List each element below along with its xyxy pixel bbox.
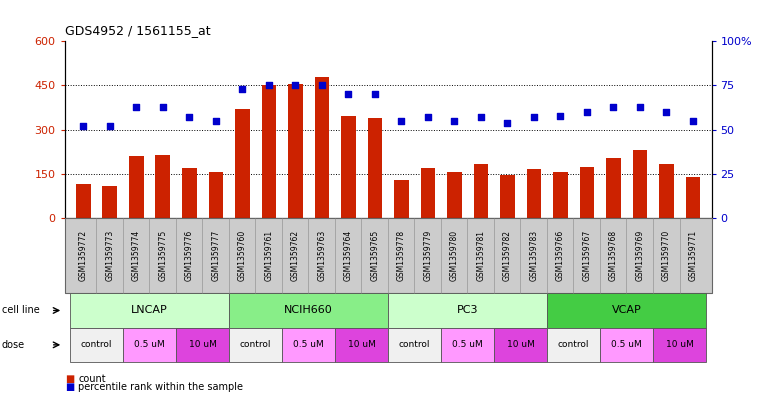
Text: PC3: PC3 bbox=[457, 305, 479, 316]
Point bbox=[475, 114, 487, 120]
Point bbox=[263, 82, 275, 88]
Point bbox=[581, 109, 593, 115]
Text: GSM1359776: GSM1359776 bbox=[185, 230, 194, 281]
Point bbox=[395, 118, 407, 124]
Point bbox=[316, 82, 328, 88]
Text: GSM1359765: GSM1359765 bbox=[371, 230, 379, 281]
Text: GSM1359768: GSM1359768 bbox=[609, 230, 618, 281]
Text: cell line: cell line bbox=[2, 305, 40, 316]
Bar bbox=[341, 116, 355, 218]
Point bbox=[369, 91, 381, 97]
Text: percentile rank within the sample: percentile rank within the sample bbox=[78, 382, 244, 392]
Text: GSM1359769: GSM1359769 bbox=[635, 230, 645, 281]
Text: GSM1359764: GSM1359764 bbox=[344, 230, 353, 281]
Text: GSM1359777: GSM1359777 bbox=[212, 230, 220, 281]
Bar bbox=[500, 175, 514, 218]
Text: GSM1359761: GSM1359761 bbox=[264, 230, 273, 281]
Text: count: count bbox=[78, 374, 106, 384]
Text: LNCAP: LNCAP bbox=[131, 305, 168, 316]
Bar bbox=[288, 84, 303, 218]
Point bbox=[103, 123, 116, 129]
Text: 0.5 uM: 0.5 uM bbox=[293, 340, 324, 349]
Bar bbox=[447, 173, 462, 218]
Bar bbox=[235, 109, 250, 218]
Bar bbox=[686, 177, 700, 218]
Point bbox=[289, 82, 301, 88]
Text: GDS4952 / 1561155_at: GDS4952 / 1561155_at bbox=[65, 24, 210, 37]
Bar bbox=[314, 77, 329, 218]
Text: GSM1359767: GSM1359767 bbox=[582, 230, 591, 281]
Point bbox=[554, 112, 566, 119]
Text: GSM1359762: GSM1359762 bbox=[291, 230, 300, 281]
Bar bbox=[659, 163, 673, 218]
Text: GSM1359766: GSM1359766 bbox=[556, 230, 565, 281]
Bar bbox=[182, 168, 196, 218]
Point bbox=[77, 123, 89, 129]
Text: GSM1359760: GSM1359760 bbox=[237, 230, 247, 281]
Bar bbox=[580, 167, 594, 218]
Text: 0.5 uM: 0.5 uM bbox=[611, 340, 642, 349]
Text: 0.5 uM: 0.5 uM bbox=[452, 340, 483, 349]
Bar bbox=[394, 180, 409, 218]
Point bbox=[687, 118, 699, 124]
Text: GSM1359771: GSM1359771 bbox=[689, 230, 698, 281]
Text: GSM1359781: GSM1359781 bbox=[476, 230, 486, 281]
Text: ■: ■ bbox=[65, 374, 74, 384]
Text: NCIH660: NCIH660 bbox=[284, 305, 333, 316]
Text: 10 uM: 10 uM bbox=[189, 340, 216, 349]
Point bbox=[448, 118, 460, 124]
Point bbox=[130, 103, 142, 110]
Point bbox=[528, 114, 540, 120]
Text: ■: ■ bbox=[65, 382, 74, 392]
Bar bbox=[473, 163, 489, 218]
Bar bbox=[209, 173, 223, 218]
Text: GSM1359770: GSM1359770 bbox=[662, 230, 671, 281]
Text: GSM1359783: GSM1359783 bbox=[530, 230, 539, 281]
Bar bbox=[129, 156, 144, 218]
Text: GSM1359772: GSM1359772 bbox=[78, 230, 88, 281]
Point bbox=[236, 86, 248, 92]
Text: 10 uM: 10 uM bbox=[666, 340, 694, 349]
Text: 10 uM: 10 uM bbox=[507, 340, 534, 349]
Text: 0.5 uM: 0.5 uM bbox=[134, 340, 165, 349]
Bar bbox=[607, 158, 621, 218]
Point bbox=[183, 114, 196, 120]
Text: control: control bbox=[399, 340, 431, 349]
Point bbox=[342, 91, 355, 97]
Text: dose: dose bbox=[2, 340, 24, 350]
Text: GSM1359774: GSM1359774 bbox=[132, 230, 141, 281]
Point bbox=[607, 103, 619, 110]
Text: control: control bbox=[558, 340, 590, 349]
Bar bbox=[421, 168, 435, 218]
Text: GSM1359780: GSM1359780 bbox=[450, 230, 459, 281]
Bar bbox=[632, 150, 648, 218]
Text: GSM1359763: GSM1359763 bbox=[317, 230, 326, 281]
Bar bbox=[368, 118, 382, 218]
Bar bbox=[76, 184, 91, 218]
Bar bbox=[553, 173, 568, 218]
Text: VCAP: VCAP bbox=[612, 305, 642, 316]
Point bbox=[501, 119, 514, 126]
Point bbox=[422, 114, 434, 120]
Text: GSM1359778: GSM1359778 bbox=[397, 230, 406, 281]
Point bbox=[661, 109, 673, 115]
Bar bbox=[262, 85, 276, 218]
Point bbox=[157, 103, 169, 110]
Text: 10 uM: 10 uM bbox=[348, 340, 375, 349]
Text: control: control bbox=[81, 340, 112, 349]
Text: GSM1359779: GSM1359779 bbox=[423, 230, 432, 281]
Text: control: control bbox=[240, 340, 272, 349]
Text: GSM1359775: GSM1359775 bbox=[158, 230, 167, 281]
Bar bbox=[155, 155, 170, 218]
Bar bbox=[527, 169, 541, 218]
Point bbox=[210, 118, 222, 124]
Text: GSM1359782: GSM1359782 bbox=[503, 230, 512, 281]
Text: GSM1359773: GSM1359773 bbox=[105, 230, 114, 281]
Point bbox=[634, 103, 646, 110]
Bar bbox=[103, 185, 117, 218]
